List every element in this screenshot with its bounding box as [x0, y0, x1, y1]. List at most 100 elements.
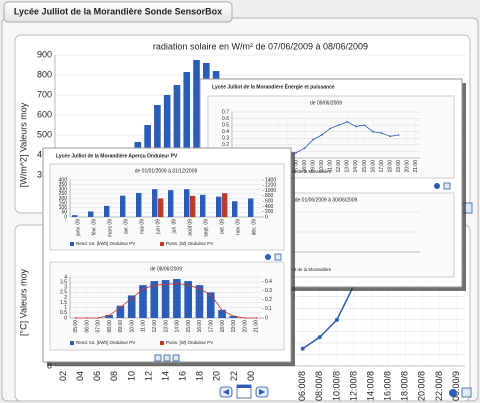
- y2-tick-label: 400: [265, 204, 274, 210]
- x-tick-label: 20: [212, 371, 222, 381]
- bar: [222, 193, 228, 217]
- tab[interactable]: [3, 1, 233, 23]
- x-tick-label: 22: [229, 371, 239, 381]
- y-tick-label: 3: [64, 285, 67, 291]
- y2-tick-label: 1000: [265, 188, 276, 194]
- point: [372, 130, 374, 133]
- nav-prev[interactable]: [154, 354, 162, 362]
- y-tick-label: 350: [59, 182, 68, 188]
- x-tick-label: 21:00: [254, 320, 260, 333]
- expand-button[interactable]: [443, 182, 451, 190]
- nav-next[interactable]: [172, 354, 180, 362]
- x-tick-label: 13:00: [163, 320, 169, 333]
- x-tick-label: 20:00: [405, 160, 411, 173]
- legend-label: Puiss. [W] Onduleur PV: [166, 340, 213, 345]
- info-icon[interactable]: [434, 183, 440, 189]
- legend-label: Rend. tot. [kWh] Onduleur PV: [76, 241, 135, 246]
- point: [312, 138, 314, 141]
- point: [397, 134, 400, 136]
- x-tick-label: 18:00: [220, 320, 226, 333]
- x-tick-label: 19:00: [231, 320, 237, 333]
- sub-chart-box: [49, 163, 285, 251]
- calendar[interactable]: [163, 354, 171, 362]
- chart-title: de 08/06/2009: [150, 266, 182, 272]
- chart-inverter-year: de 01/01/2009 à 31/12/200905010015020025…: [59, 168, 277, 246]
- point: [153, 284, 156, 287]
- bar: [218, 309, 226, 318]
- x-tick-label: 11:00: [328, 160, 334, 172]
- info-icon[interactable]: [265, 254, 271, 260]
- tab-title: Lycée Julliot de la Morandière Sonde Sen…: [14, 6, 222, 16]
- point: [380, 132, 383, 134]
- point: [131, 297, 133, 299]
- chart-title: de 01/01/2009 à 31/12/2009: [135, 168, 198, 174]
- bar: [158, 198, 164, 217]
- x-tick-label: 08:00/8: [314, 371, 324, 401]
- y-tick-label: 1: [64, 305, 67, 311]
- calendar[interactable]: [236, 384, 252, 399]
- bar: [139, 285, 147, 318]
- point: [142, 288, 145, 290]
- x-tick-label: 11:00: [141, 320, 147, 332]
- y-tick-label: 0.5: [60, 310, 67, 316]
- x-tick-label: nov. 09: [235, 219, 241, 235]
- x-tick-label: août 09: [187, 219, 193, 236]
- x-tick-label: 18: [195, 371, 205, 381]
- y-tick-label: 500: [37, 129, 52, 139]
- y-axis-label: [°C] Valeurs moy: [18, 269, 28, 336]
- point: [300, 346, 305, 351]
- bar: [168, 190, 174, 217]
- point: [329, 127, 332, 130]
- x-tick-label: 06:00/8: [297, 371, 307, 401]
- line: [287, 121, 399, 158]
- nav-prev[interactable]: [219, 386, 233, 398]
- bar: [184, 281, 192, 318]
- expand-button[interactable]: [461, 387, 472, 398]
- point: [120, 306, 122, 308]
- y-tick-label: 1.5: [60, 300, 67, 306]
- x-tick-label: 22:00/8: [434, 371, 444, 401]
- point: [317, 335, 322, 340]
- y-tick-label: 2.5: [60, 290, 67, 296]
- legend-swatch: [160, 242, 164, 246]
- bar: [184, 189, 190, 217]
- bar: [183, 72, 191, 213]
- y2-tick-label: 600: [265, 198, 274, 204]
- point: [389, 135, 391, 138]
- y-tick-label: 250: [59, 191, 68, 197]
- bar: [206, 292, 215, 318]
- chart-title: de 09/06/2009: [310, 100, 342, 106]
- x-tick-label: 20:00/8: [417, 371, 427, 401]
- point: [210, 294, 212, 297]
- y-tick-label: 0.4: [222, 129, 229, 135]
- y-tick-label: 900: [37, 49, 52, 59]
- bar: [200, 194, 206, 217]
- nav-next[interactable]: [255, 386, 269, 398]
- y-tick-label: 2: [64, 295, 67, 301]
- x-tick-label: 08: [109, 371, 119, 381]
- y-tick-label: 0: [64, 315, 67, 321]
- y-tick-label: 50: [61, 210, 67, 216]
- y2-tick-label: 1200: [265, 183, 276, 189]
- expand-button[interactable]: [274, 253, 282, 261]
- x-tick-label: juil. 09: [171, 219, 177, 235]
- y-tick-label: 0.6: [222, 116, 229, 122]
- legend-swatch: [70, 242, 74, 246]
- bar: [72, 215, 78, 217]
- x-tick-label: 08:00: [302, 160, 308, 173]
- legend-swatch: [160, 341, 164, 345]
- x-tick-label: 16:00: [197, 320, 203, 333]
- bar: [216, 196, 222, 217]
- y-tick-label: 400: [59, 177, 68, 183]
- info-icon[interactable]: [449, 389, 457, 397]
- bar: [229, 315, 238, 318]
- y-tick-label: 300: [59, 187, 68, 193]
- x-tick-label: 15:00: [186, 320, 192, 333]
- y-tick-label: 100: [59, 205, 68, 211]
- x-tick-label: 00:00/9: [451, 371, 461, 401]
- y-tick-label: 4: [64, 274, 67, 280]
- x-tick-label: 17:00: [209, 320, 215, 333]
- popup-title: Lycée Julliot de la Morandière Aperçu On…: [56, 153, 178, 159]
- x-tick-label: 06: [92, 371, 102, 381]
